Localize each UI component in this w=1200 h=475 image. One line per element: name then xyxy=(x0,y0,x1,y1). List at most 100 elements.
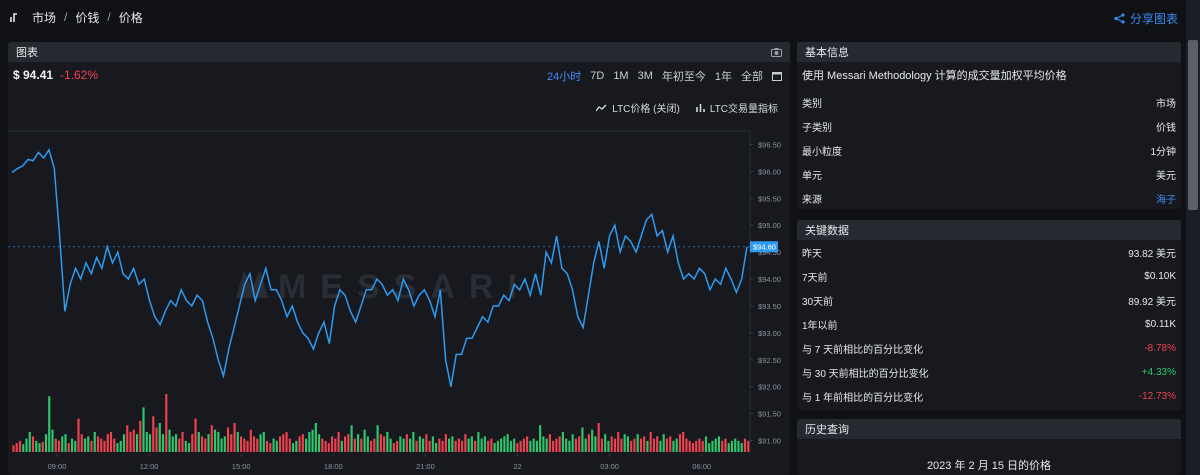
breadcrumb-price-category[interactable]: 价钱 xyxy=(75,10,100,25)
volume-bar xyxy=(428,440,431,452)
volume-bar xyxy=(386,431,389,452)
camera-icon[interactable] xyxy=(771,47,782,57)
volume-bar xyxy=(103,440,106,452)
volume-bar xyxy=(717,436,721,452)
volume-bar xyxy=(282,434,285,452)
key-label: 与 30 天前相比的百分比变化 xyxy=(802,368,929,380)
volume-bar xyxy=(392,443,395,452)
key-row-change-30d: 与 30 天前相比的百分比变化 +4.33% xyxy=(797,360,1181,384)
legend-volume-label: LTC交易量指标 xyxy=(709,104,778,115)
volume-bar xyxy=(174,434,178,452)
legend-price[interactable]: LTC价格 (关闭) xyxy=(596,100,680,115)
volume-bar xyxy=(714,438,717,452)
volume-bar xyxy=(412,431,415,452)
volume-bar xyxy=(61,436,64,452)
range-all[interactable]: 全部 xyxy=(741,71,763,83)
y-tick-label: $91.50 xyxy=(758,410,781,419)
volume-bar xyxy=(578,436,581,452)
volume-bar xyxy=(734,438,737,452)
volume-bar xyxy=(239,436,243,452)
history-panel: 历史查询 2023 年 2 月 15 日的价格 xyxy=(797,419,1181,475)
source-link[interactable]: 海子 xyxy=(1156,194,1176,206)
volume-bar xyxy=(135,434,139,452)
legend-volume[interactable]: LTC交易量指标 xyxy=(696,100,778,115)
volume-bar xyxy=(704,436,708,452)
volume-bars xyxy=(12,394,750,452)
volume-bar xyxy=(581,427,584,452)
volume-bar xyxy=(542,436,545,452)
volume-bar xyxy=(142,407,145,452)
volume-bar xyxy=(370,440,373,452)
y-tick-label: $94.50 xyxy=(758,248,781,257)
breadcrumb-market[interactable]: 市场 xyxy=(32,10,57,25)
volume-bar xyxy=(353,438,356,452)
volume-bar xyxy=(256,438,259,452)
price-series-line xyxy=(11,148,748,387)
volume-bar xyxy=(327,443,330,452)
volume-bar xyxy=(529,440,532,452)
volume-bar xyxy=(389,438,392,452)
volume-bar xyxy=(633,438,636,452)
volume-bar xyxy=(711,440,714,452)
volume-bar xyxy=(500,438,503,452)
key-row-change-1y: 与 1 年前相比的百分比变化 -12.73% xyxy=(797,384,1181,408)
volume-bar xyxy=(643,436,646,452)
volume-bar xyxy=(54,438,57,452)
info-value: 价钱 xyxy=(1156,122,1176,134)
volume-bar xyxy=(545,438,548,452)
volume-bar xyxy=(350,425,353,452)
volume-bar xyxy=(204,438,207,452)
watermark-text: MESSARI xyxy=(278,268,531,306)
x-tick-label: 22 xyxy=(513,462,521,471)
top-bar: 市场 / 价钱 / 价格 分享图表 xyxy=(0,0,1186,34)
key-data-panel: 关键数据 昨天 93.82 美元 7天前 $0.10K 30天前 89.92 美… xyxy=(797,220,1181,410)
volume-bar xyxy=(743,438,747,452)
volume-bar xyxy=(526,436,529,452)
volume-bar xyxy=(467,438,470,452)
share-label: 分享图表 xyxy=(1129,12,1178,26)
volume-bar xyxy=(730,440,734,452)
volume-bar xyxy=(70,438,74,452)
share-chart-button[interactable]: 分享图表 xyxy=(1114,10,1178,27)
volume-bar xyxy=(165,394,168,452)
range-24h[interactable]: 24小时 xyxy=(547,71,582,83)
volume-bar xyxy=(623,434,626,452)
key-row-30d-ago: 30天前 89.92 美元 xyxy=(797,288,1181,312)
volume-bar xyxy=(265,440,269,452)
chart-panel-header: 图表 xyxy=(8,42,790,62)
range-3m[interactable]: 3M xyxy=(637,70,653,82)
info-row-category: 类别 市场 xyxy=(797,90,1181,114)
volume-bar xyxy=(226,427,230,452)
volume-bar xyxy=(18,440,22,452)
volume-bar xyxy=(727,443,730,452)
volume-bar xyxy=(457,438,460,452)
volume-bar xyxy=(483,436,486,452)
range-7d[interactable]: 7D xyxy=(590,70,605,82)
range-1y[interactable]: 1年 xyxy=(714,71,732,83)
range-ytd[interactable]: 年初至今 xyxy=(661,71,706,83)
volume-bar xyxy=(474,440,477,452)
scrollbar-thumb[interactable] xyxy=(1188,40,1198,210)
calendar-icon[interactable] xyxy=(772,71,782,81)
y-tick-label: $93.00 xyxy=(758,329,781,338)
volume-bar xyxy=(405,434,408,452)
volume-bar xyxy=(662,434,665,452)
chart-legend: LTC价格 (关闭) LTC交易量指标 xyxy=(596,100,778,115)
volume-bar xyxy=(116,443,119,452)
volume-bar xyxy=(96,436,100,452)
y-tick-label: $95.00 xyxy=(758,221,781,230)
volume-bar xyxy=(451,436,454,452)
volume-bar xyxy=(269,443,272,452)
page-scrollbar[interactable] xyxy=(1186,0,1200,475)
volume-bar xyxy=(74,440,77,452)
chart-panel-title: 图表 xyxy=(16,47,38,59)
volume-bar xyxy=(64,434,67,452)
volume-bar xyxy=(357,434,360,452)
chart-icon xyxy=(10,13,17,22)
range-1m[interactable]: 1M xyxy=(613,70,629,82)
volume-bar xyxy=(324,440,327,452)
price-chart[interactable]: MESSARI $96.50$96.00$95.50$95.00$94.50$9… xyxy=(8,42,790,475)
volume-bar xyxy=(669,436,672,452)
key-data-title: 关键数据 xyxy=(805,225,849,237)
info-key: 最小粒度 xyxy=(802,146,842,158)
